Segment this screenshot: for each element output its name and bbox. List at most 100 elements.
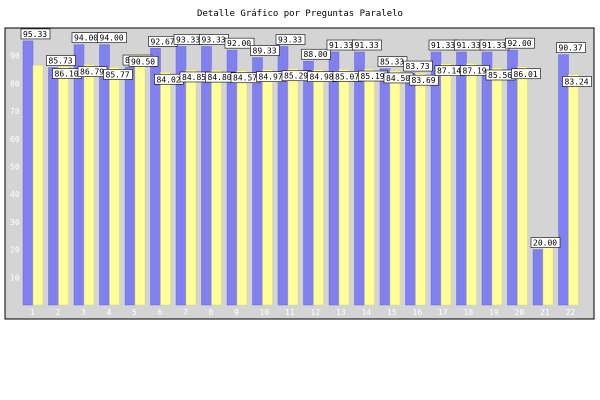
value-label: 84.57 [233, 74, 257, 83]
bar-series-2 [211, 69, 222, 306]
value-label: 85.56 [488, 71, 512, 80]
x-tick-label: 12 [311, 308, 321, 317]
x-tick-label: 10 [260, 308, 270, 317]
value-label: 95.33 [23, 30, 47, 39]
x-tick-label: 15 [387, 308, 397, 317]
value-label-box [562, 76, 592, 87]
bar-series-1 [532, 249, 544, 306]
value-label-box [46, 55, 76, 66]
value-label-box [250, 45, 280, 56]
bar-series-1 [277, 46, 289, 306]
value-label-box [403, 60, 433, 72]
bar-series-1 [507, 49, 518, 306]
value-label: 85.73 [49, 57, 73, 66]
x-tick-label: 1 [30, 308, 35, 317]
x-tick-label: 21 [540, 308, 550, 317]
bar-series-1 [99, 44, 110, 306]
value-label: 85.33 [380, 58, 404, 67]
value-label-box [505, 37, 535, 49]
value-label: 92.00 [227, 39, 251, 48]
bar-series-2 [58, 66, 69, 306]
bar-series-1 [124, 66, 136, 306]
value-label: 91.33 [482, 41, 506, 50]
x-tick-label: 20 [515, 308, 525, 317]
value-label: 94.00 [100, 34, 124, 43]
value-label: 87.14 [437, 67, 461, 76]
value-label: 89.33 [253, 47, 277, 56]
value-label: 20.00 [533, 239, 557, 248]
y-tick-label: 60 [10, 135, 20, 144]
bar-series-2 [83, 64, 95, 306]
bar-series-1 [379, 68, 391, 306]
bar-series-1 [354, 51, 365, 306]
bar-series-1 [201, 46, 212, 306]
bar-series-1 [48, 67, 59, 306]
bar-series-1 [175, 46, 187, 306]
value-label-box [97, 32, 127, 43]
value-label: 92.00 [508, 39, 532, 48]
value-label: 84.50 [386, 74, 410, 83]
bar-series-2 [185, 69, 197, 306]
value-label-box [352, 39, 382, 51]
value-label: 84.98 [310, 73, 334, 82]
x-tick-label: 9 [234, 308, 239, 317]
value-label-box [409, 74, 439, 86]
value-label: 91.33 [457, 41, 481, 50]
value-label-box [224, 37, 255, 49]
value-label: 94.00 [74, 34, 98, 43]
value-label: 91.33 [431, 41, 455, 50]
bar-series-2 [287, 68, 299, 306]
bar-series-2 [466, 63, 477, 306]
bar-series-1 [226, 49, 238, 306]
value-label-box [301, 48, 331, 60]
value-label-box [128, 56, 159, 67]
bar-series-2 [236, 70, 248, 306]
x-tick-label: 17 [438, 308, 448, 317]
x-tick-label: 22 [566, 308, 576, 317]
value-label: 85.19 [361, 72, 385, 81]
y-tick-label: 50 [10, 163, 20, 172]
bar-series-2 [415, 72, 426, 306]
bar-series-2 [160, 72, 171, 306]
value-label: 93.33 [278, 35, 302, 44]
value-label-box [103, 69, 133, 80]
bar-series-1 [303, 60, 314, 306]
bar-series-1 [73, 44, 85, 306]
value-label-box [20, 28, 51, 40]
bar-series-2 [364, 68, 375, 306]
bar-series-2 [313, 69, 324, 306]
x-tick-label: 5 [132, 308, 137, 317]
y-tick-label: 80 [10, 79, 20, 88]
bar-series-2 [517, 66, 528, 306]
bar-series-2 [134, 54, 146, 306]
y-tick-label: 30 [10, 218, 20, 227]
value-label: 84.85 [182, 73, 206, 82]
value-label: 90.37 [559, 44, 583, 53]
value-label: 86.01 [514, 70, 538, 79]
value-label: 92.67 [151, 37, 175, 46]
value-label: 87.19 [463, 66, 487, 75]
value-label: 86.10 [55, 70, 79, 79]
value-label: 84.97 [259, 73, 283, 82]
value-label: 83.73 [406, 62, 430, 71]
x-tick-label: 6 [158, 308, 163, 317]
bar-series-1 [430, 51, 442, 306]
value-label: 86.79 [80, 68, 104, 77]
bar-series-2 [338, 69, 350, 306]
bar-series-2 [389, 70, 401, 306]
x-tick-label: 2 [56, 308, 61, 317]
value-label: 93.33 [176, 35, 200, 44]
value-label-box [556, 42, 586, 53]
bar-series-2 [542, 245, 554, 306]
y-tick-label: 90 [10, 52, 20, 61]
value-label: 85.29 [284, 72, 308, 81]
x-tick-label: 19 [489, 308, 499, 317]
bar-series-2 [440, 63, 452, 306]
bar-series-1 [456, 51, 467, 306]
y-tick-label: 40 [10, 190, 20, 199]
value-label: 90.50 [131, 57, 155, 66]
x-tick-label: 8 [209, 308, 214, 317]
value-label: 83.69 [412, 76, 436, 85]
x-tick-label: 16 [413, 308, 423, 317]
bar-series-1 [22, 40, 34, 306]
